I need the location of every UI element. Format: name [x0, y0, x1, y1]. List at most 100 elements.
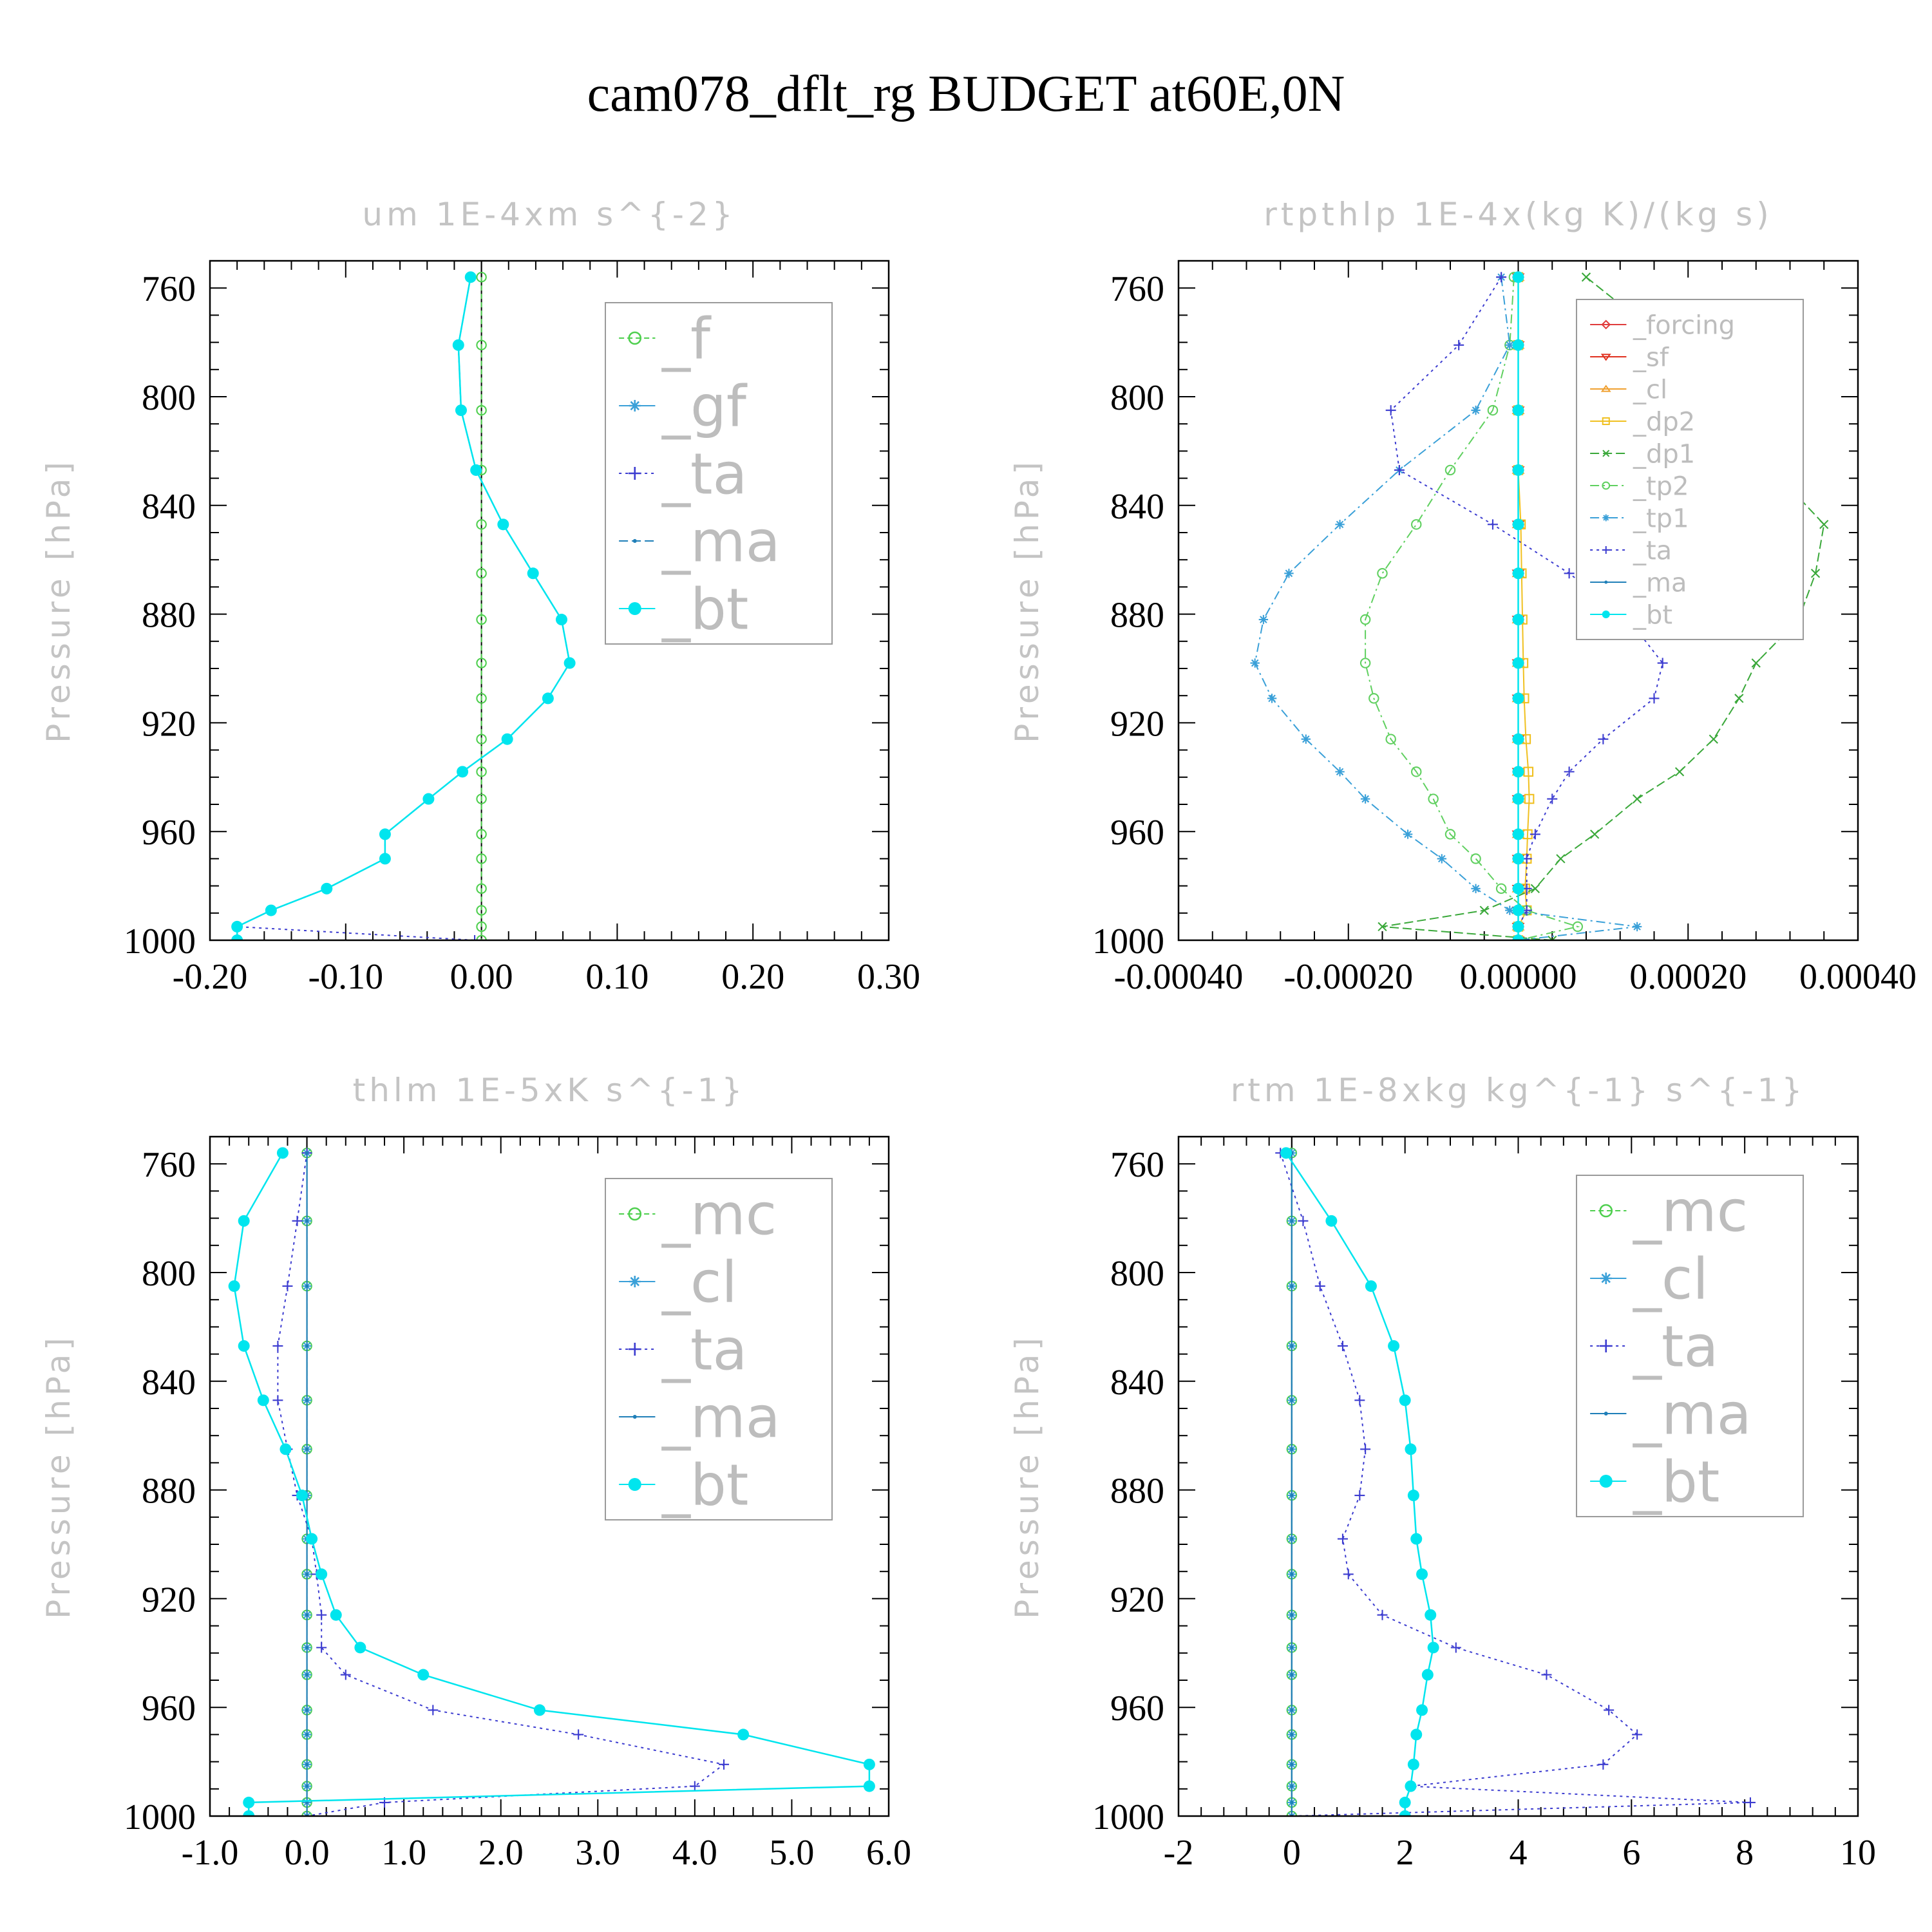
x-tick-label: 0.00040 — [1799, 957, 1917, 997]
x-tick-label: 0.00020 — [1629, 957, 1747, 997]
dot-marker — [305, 1645, 309, 1649]
circle-marker — [476, 883, 487, 895]
series-group — [231, 271, 576, 940]
diamond-marker — [1601, 319, 1611, 330]
series-line-ta — [1280, 1152, 1751, 1816]
series-line-bt — [236, 277, 571, 940]
chart-panel-3: thlm 1E-5xK s^{-1} Pressure [hPa] 760 800 84… — [40, 1072, 911, 1873]
plus-marker — [1343, 1569, 1354, 1580]
asterisk-marker — [1471, 405, 1481, 415]
x-marker — [1581, 272, 1591, 282]
asterisk-marker — [1335, 767, 1345, 777]
legend: _mc_cl_ta_ma_bt — [605, 1178, 833, 1520]
legend-label: _dp2 — [1633, 407, 1695, 437]
legend-label: _bt — [661, 1452, 748, 1519]
legend-box — [1576, 299, 1804, 640]
y-tick-label: 920 — [142, 1580, 196, 1620]
x-tick-label: 0.00000 — [1460, 957, 1577, 997]
circle-marker — [628, 331, 642, 345]
bt-marker — [276, 1147, 289, 1159]
circle-marker — [476, 766, 487, 777]
x-tick-label: 4 — [1510, 1833, 1528, 1873]
bt-marker — [555, 614, 567, 626]
plus-marker — [1496, 272, 1507, 283]
square-marker — [1602, 417, 1610, 426]
circle-marker — [476, 853, 487, 864]
circle-marker — [1487, 404, 1499, 416]
plus-marker — [282, 1281, 293, 1292]
bt-marker — [1512, 920, 1524, 933]
dot-marker — [1290, 1763, 1294, 1766]
legend-box — [605, 1178, 833, 1520]
legend-label: _tp2 — [1633, 471, 1689, 501]
circle-marker — [476, 272, 487, 283]
x-tick-label: 6 — [1622, 1833, 1640, 1873]
asterisk-marker — [1437, 854, 1447, 864]
x-marker — [1378, 922, 1387, 932]
panel-title: thlm 1E-5xK s^{-1} — [353, 1072, 746, 1109]
asterisk-marker — [1360, 794, 1370, 804]
plus-marker — [1377, 1609, 1388, 1620]
plus-marker — [1394, 464, 1405, 475]
legend-label: _cl — [1633, 1246, 1709, 1312]
asterisk-marker — [1267, 694, 1277, 703]
x-tick-label: 0 — [1283, 1833, 1301, 1873]
circle-marker — [1602, 481, 1611, 490]
circle-marker — [1411, 519, 1422, 530]
x-marker — [1709, 734, 1718, 744]
bt-marker — [422, 793, 435, 805]
plus-marker — [272, 1340, 283, 1351]
y-tick-label: 800 — [142, 378, 196, 418]
circle-marker — [1411, 766, 1422, 777]
legend-label: _mc — [1633, 1179, 1748, 1245]
x-tick-label: 3.0 — [575, 1833, 620, 1873]
x-tick-label: -0.10 — [308, 957, 383, 997]
plus-marker — [1649, 693, 1660, 704]
bt-marker — [379, 828, 391, 840]
bt-marker — [1405, 1443, 1417, 1455]
y-tick-label: 760 — [142, 269, 196, 309]
bt-marker — [1410, 1533, 1423, 1545]
dot-marker — [305, 1732, 309, 1736]
asterisk-marker — [1632, 922, 1642, 932]
bt-marker — [316, 1568, 328, 1580]
dot-marker — [1290, 1785, 1294, 1788]
plus-marker — [1337, 1533, 1348, 1544]
bt-marker — [1512, 271, 1524, 283]
square-marker — [1523, 766, 1534, 777]
dot-marker — [1290, 1645, 1294, 1649]
circle-marker — [476, 519, 487, 530]
plot-frame — [1177, 1135, 1859, 1817]
dot-marker — [1604, 1412, 1608, 1416]
bt-marker — [1512, 853, 1524, 865]
bt-marker — [1512, 339, 1524, 351]
plus-marker — [1530, 829, 1540, 840]
x-marker — [1530, 884, 1540, 893]
bt-marker — [1416, 1704, 1428, 1716]
dot-marker — [1290, 1344, 1294, 1348]
y-tick-label: 840 — [1110, 487, 1164, 527]
plus-marker — [1541, 1669, 1552, 1680]
bt-marker — [1512, 904, 1524, 916]
circle-marker — [476, 693, 487, 704]
bt-marker — [1399, 1810, 1411, 1816]
circle-marker — [476, 921, 487, 933]
dot-marker — [305, 1151, 309, 1155]
bt-marker — [628, 1478, 641, 1491]
plus-marker — [469, 935, 480, 940]
legend-label: _ma — [661, 509, 781, 575]
circle-marker — [1359, 614, 1371, 625]
x-tick-label: -0.00040 — [1114, 957, 1244, 997]
legend-box — [605, 302, 833, 645]
circle-marker — [1428, 793, 1439, 804]
bt-marker — [417, 1669, 430, 1681]
legend-label: _ta — [1633, 536, 1672, 565]
x-tick-label: 5.0 — [769, 1833, 814, 1873]
y-tick-label: 960 — [142, 813, 196, 853]
bt-marker — [452, 339, 464, 351]
plus-marker — [1337, 1340, 1348, 1351]
bt-marker — [1602, 611, 1610, 618]
y-tick-label: 800 — [1110, 1254, 1164, 1294]
asterisk-marker — [1284, 569, 1294, 578]
plus-marker — [1564, 766, 1575, 777]
